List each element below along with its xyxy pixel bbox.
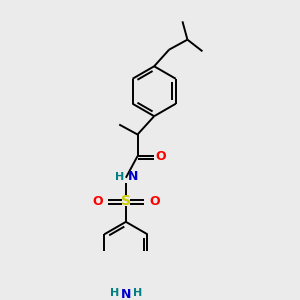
Text: N: N (121, 288, 131, 300)
Text: N: N (128, 170, 138, 183)
Text: S: S (121, 194, 131, 208)
Text: H: H (115, 172, 124, 182)
Text: O: O (156, 150, 167, 163)
Text: O: O (149, 194, 160, 208)
Text: H: H (133, 288, 142, 298)
Text: H: H (110, 288, 119, 298)
Text: O: O (92, 194, 103, 208)
